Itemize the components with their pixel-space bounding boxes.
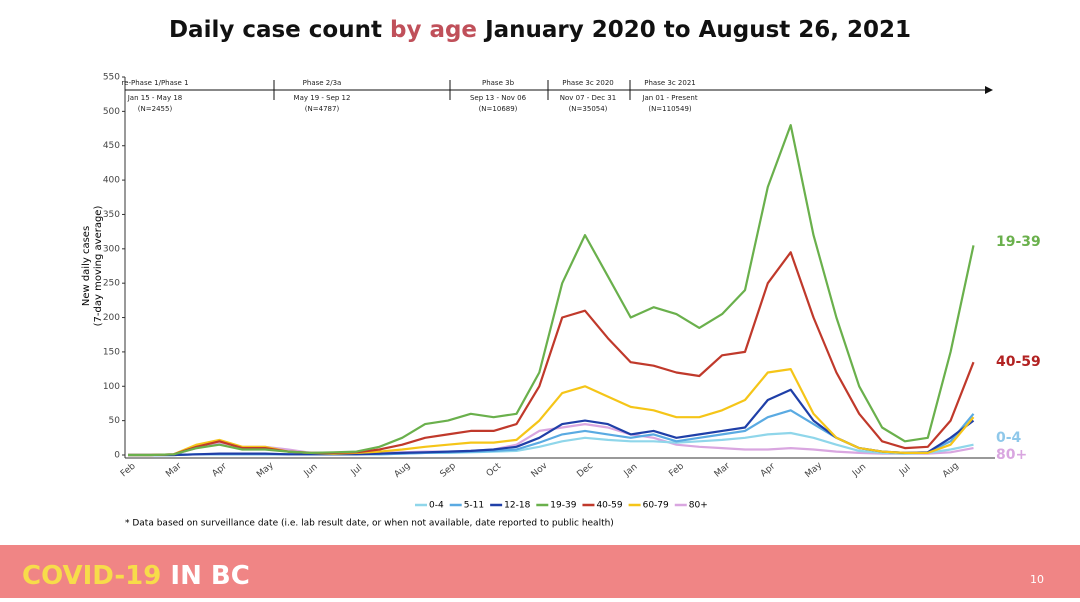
end-label: 0-4 xyxy=(996,430,1022,446)
footnote: * Data based on surveillance date (i.e. … xyxy=(125,519,614,529)
phase-n: (N=2455) xyxy=(138,105,173,113)
y-tick-label: 300 xyxy=(103,244,120,254)
phase-n: (N=35054) xyxy=(569,105,608,113)
y-tick-label: 450 xyxy=(103,141,120,151)
series-line xyxy=(128,124,975,457)
y-tick-label: 200 xyxy=(103,313,120,323)
phase-dates: Sep 13 - Nov 06 xyxy=(470,94,527,102)
x-tick-label: Jan xyxy=(622,462,640,479)
series-line xyxy=(128,388,975,457)
legend-label: 80+ xyxy=(689,501,708,511)
title-part: Daily case count xyxy=(169,17,382,43)
end-label: 40-59 xyxy=(996,354,1041,370)
x-tick-label: Dec xyxy=(575,461,595,480)
x-tick-label: Feb xyxy=(119,461,138,479)
legend-label: 12-18 xyxy=(504,501,530,511)
arrow-head xyxy=(985,86,993,94)
series-line xyxy=(128,368,975,457)
y-tick-label: 350 xyxy=(103,210,120,220)
phase-dates: Jan 15 - May 18 xyxy=(127,94,183,102)
y-tick-label: 400 xyxy=(103,176,120,186)
y-tick-label: 250 xyxy=(103,279,120,289)
legend-label: 0-4 xyxy=(429,501,444,511)
y-tick-label: 0 xyxy=(114,451,120,461)
chart-title: Daily case count by age January 2020 to … xyxy=(169,17,911,43)
x-tick-label: Mar xyxy=(164,461,184,480)
y-tick-label: 50 xyxy=(109,416,121,426)
legend-label: 5-11 xyxy=(464,501,484,511)
x-tick-label: May xyxy=(255,460,276,480)
series-line xyxy=(128,251,975,457)
legend-label: 40-59 xyxy=(596,501,622,511)
x-tick-label: Aug xyxy=(393,461,413,480)
x-tick-label: Oct xyxy=(485,461,504,479)
phase-name: Phase 3b xyxy=(482,79,515,87)
x-tick-label: Apr xyxy=(211,461,230,479)
end-label: 80+ xyxy=(996,447,1027,463)
phase-name: Phase 2/3a xyxy=(303,79,342,87)
x-tick-label: Jun xyxy=(302,462,320,479)
phase-name: re-Phase 1/Phase 1 xyxy=(121,79,188,87)
x-tick-label: Feb xyxy=(667,461,686,479)
page-number: 10 xyxy=(1030,573,1044,586)
x-tick-label: Jun xyxy=(850,462,868,479)
phase-dates: Nov 07 - Dec 31 xyxy=(560,94,616,102)
title-part: January 2020 to August 26, 2021 xyxy=(483,17,911,43)
y-tick-label: 500 xyxy=(103,107,120,117)
x-tick-label: Jul xyxy=(349,463,365,478)
phase-n: (N=4787) xyxy=(305,105,340,113)
x-tick-label: Nov xyxy=(530,460,550,479)
phase-dates: May 19 - Sep 12 xyxy=(294,94,351,102)
brand-part: IN BC xyxy=(170,561,249,591)
x-tick-label: May xyxy=(803,460,824,480)
phase-n: (N=10689) xyxy=(479,105,518,113)
end-label: 19-39 xyxy=(996,234,1041,250)
x-tick-label: Apr xyxy=(759,461,778,479)
brand-part: COVID-19 xyxy=(22,561,161,591)
phase-dates: Jan 01 - Present xyxy=(641,94,697,102)
y-tick-label: 550 xyxy=(103,73,120,83)
x-tick-label: Mar xyxy=(713,461,733,480)
footer-band xyxy=(0,545,1080,598)
legend-label: 60-79 xyxy=(643,501,669,511)
y-axis-label: New daily cases (7-day moving average) xyxy=(81,206,104,327)
title-part: by age xyxy=(390,17,477,43)
legend-label: 19-39 xyxy=(550,501,576,511)
x-tick-label: Aug xyxy=(941,461,961,480)
phase-name: Phase 3c 2020 xyxy=(562,79,613,87)
footer-brand: COVID-19 IN BC xyxy=(22,561,250,591)
y-tick-label: 150 xyxy=(103,347,120,357)
x-tick-label: Jul xyxy=(897,463,913,478)
y-label-line: New daily cases xyxy=(81,226,92,306)
y-label-line: (7-day moving average) xyxy=(93,206,104,327)
phase-name: Phase 3c 2021 xyxy=(644,79,695,87)
y-tick-label: 100 xyxy=(103,382,120,392)
x-tick-label: Sep xyxy=(439,461,459,480)
phase-n: (N=110549) xyxy=(648,105,692,113)
